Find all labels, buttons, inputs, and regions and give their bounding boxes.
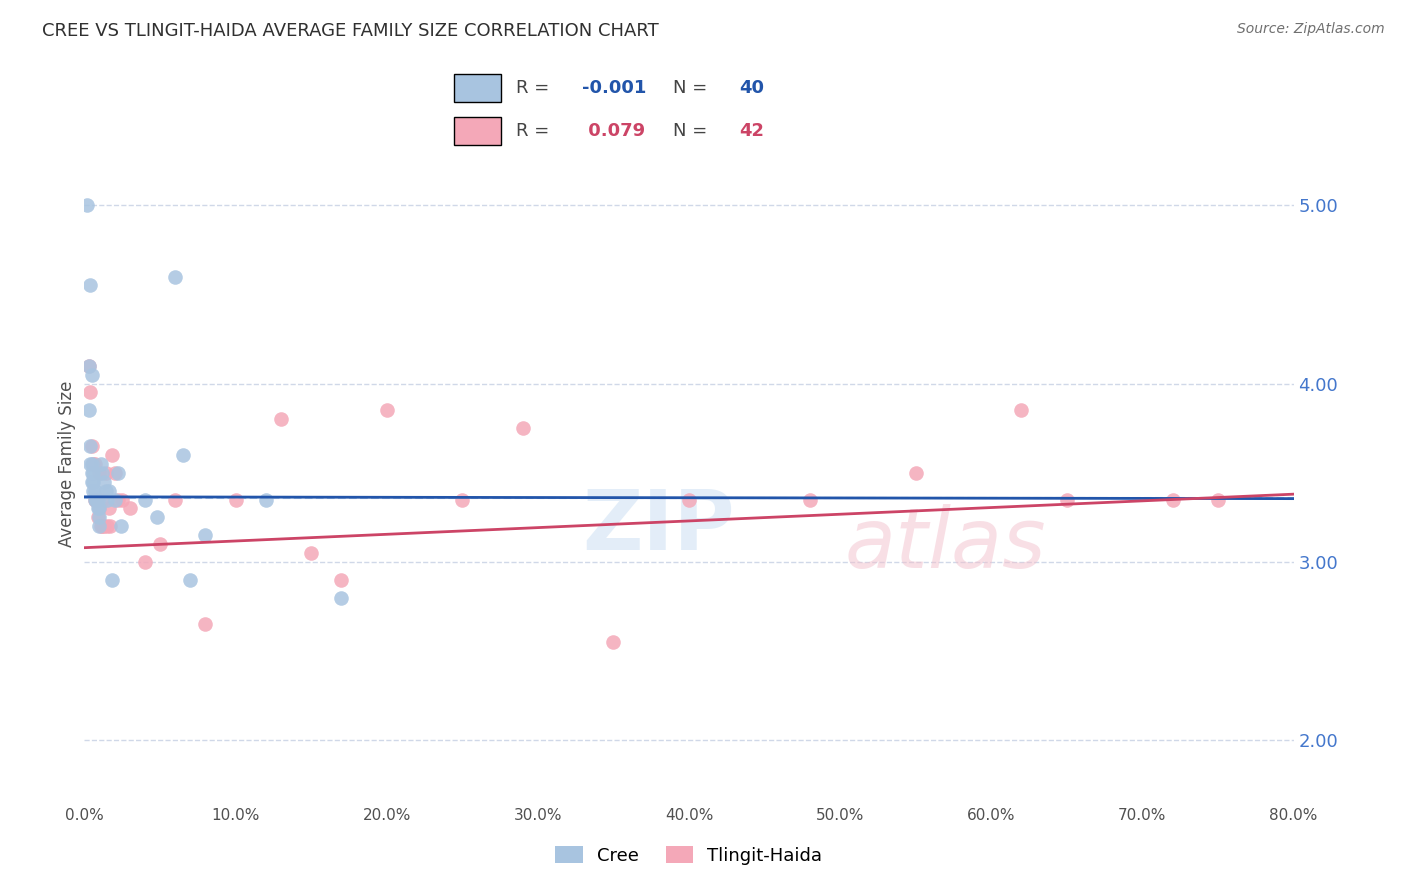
Point xyxy=(94,483,117,498)
Point xyxy=(89,519,111,533)
Point xyxy=(96,492,118,507)
Point xyxy=(89,466,111,480)
Point xyxy=(172,448,194,462)
Point xyxy=(93,519,115,533)
Point xyxy=(904,466,927,480)
Point xyxy=(86,492,108,507)
Point xyxy=(110,519,132,533)
Point xyxy=(94,466,117,480)
Point xyxy=(107,466,129,480)
Point xyxy=(678,492,700,507)
Point xyxy=(79,457,101,471)
Point xyxy=(86,492,108,507)
Point xyxy=(84,492,107,507)
Point xyxy=(111,492,134,507)
Text: atlas: atlas xyxy=(845,504,1046,584)
Point xyxy=(165,269,187,284)
Point xyxy=(77,359,100,373)
Text: N =: N = xyxy=(673,122,707,140)
Text: ZIP: ZIP xyxy=(582,486,735,566)
Point xyxy=(254,492,277,507)
Point xyxy=(97,483,120,498)
Text: -0.001: -0.001 xyxy=(582,78,647,96)
Point xyxy=(134,492,156,507)
Text: N =: N = xyxy=(673,78,707,96)
Point xyxy=(118,501,141,516)
Point xyxy=(79,385,101,400)
Y-axis label: Average Family Size: Average Family Size xyxy=(58,381,76,547)
Point xyxy=(93,475,115,489)
Point xyxy=(79,278,101,293)
Text: R =: R = xyxy=(516,122,550,140)
Point xyxy=(104,492,127,507)
Point xyxy=(1056,492,1078,507)
Point xyxy=(194,617,217,632)
Point xyxy=(91,466,114,480)
Point xyxy=(165,492,187,507)
Point xyxy=(330,573,353,587)
Point xyxy=(270,412,292,426)
FancyBboxPatch shape xyxy=(454,117,502,145)
Point xyxy=(87,510,110,524)
Point xyxy=(86,492,108,507)
Point xyxy=(90,519,112,533)
Point xyxy=(91,519,114,533)
Text: 0.079: 0.079 xyxy=(582,122,645,140)
Point xyxy=(146,510,169,524)
Point xyxy=(1206,492,1229,507)
Point xyxy=(179,573,201,587)
Point xyxy=(87,492,110,507)
Point xyxy=(80,439,103,453)
Point xyxy=(134,555,156,569)
Legend: Cree, Tlingit-Haida: Cree, Tlingit-Haida xyxy=(548,838,830,871)
Point xyxy=(100,573,122,587)
Point xyxy=(80,457,103,471)
Text: 40: 40 xyxy=(740,78,763,96)
Point xyxy=(77,359,100,373)
Point xyxy=(799,492,821,507)
Point xyxy=(80,466,103,480)
Point xyxy=(89,501,111,516)
Point xyxy=(79,439,101,453)
Point xyxy=(375,403,398,417)
Point xyxy=(451,492,474,507)
Text: Source: ZipAtlas.com: Source: ZipAtlas.com xyxy=(1237,22,1385,37)
Point xyxy=(90,457,112,471)
Point xyxy=(299,546,322,560)
FancyBboxPatch shape xyxy=(454,74,502,102)
Point xyxy=(100,448,122,462)
Text: CREE VS TLINGIT-HAIDA AVERAGE FAMILY SIZE CORRELATION CHART: CREE VS TLINGIT-HAIDA AVERAGE FAMILY SIZ… xyxy=(42,22,659,40)
Point xyxy=(82,457,104,471)
Point xyxy=(91,492,114,507)
Point xyxy=(96,519,118,533)
Point xyxy=(77,403,100,417)
Point xyxy=(330,591,353,605)
Point xyxy=(80,475,103,489)
Point xyxy=(84,483,107,498)
Point xyxy=(84,492,107,507)
Point xyxy=(98,519,121,533)
Point xyxy=(1161,492,1184,507)
Point xyxy=(84,457,107,471)
Point xyxy=(89,501,111,516)
Point xyxy=(194,528,217,542)
Point xyxy=(89,510,111,524)
Text: R =: R = xyxy=(516,78,550,96)
Text: 42: 42 xyxy=(740,122,763,140)
Point xyxy=(149,537,172,551)
Point xyxy=(80,368,103,382)
Point xyxy=(82,475,104,489)
Point xyxy=(87,501,110,516)
Point xyxy=(1011,403,1033,417)
Point xyxy=(76,198,98,212)
Point xyxy=(104,466,127,480)
Point xyxy=(512,421,534,435)
Point xyxy=(602,635,624,649)
Point xyxy=(97,501,120,516)
Point xyxy=(82,466,104,480)
Point xyxy=(225,492,247,507)
Point xyxy=(107,492,129,507)
Point xyxy=(82,483,104,498)
